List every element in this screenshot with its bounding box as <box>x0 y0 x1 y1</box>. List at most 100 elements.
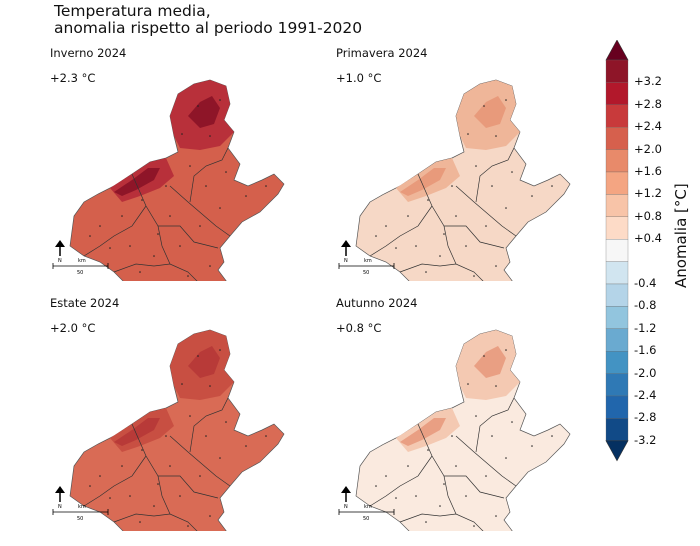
colorbar-title: Anomalia [°C] <box>672 183 690 288</box>
station-dot <box>189 415 191 417</box>
province-boundary <box>369 455 433 507</box>
panel-estate: Estate 2024 +2.0 °C <box>50 296 340 546</box>
province-boundary <box>189 397 229 453</box>
veneto-map <box>355 79 571 281</box>
station-dot <box>495 135 497 137</box>
colorbar-segment <box>605 194 629 217</box>
station-dot <box>415 495 417 497</box>
station-dot <box>495 265 497 267</box>
anomaly-zone <box>114 418 160 446</box>
scale-unit: km <box>364 504 372 510</box>
station-dot <box>427 449 429 451</box>
station-dot <box>165 435 167 437</box>
veneto-map <box>69 329 285 531</box>
station-dot <box>475 165 477 167</box>
colorbar-segment <box>605 306 629 329</box>
colorbar-tick-label: +2.0 <box>634 141 662 156</box>
station-dot <box>425 271 427 273</box>
station-dot <box>129 495 131 497</box>
scale-distance: 50 <box>363 270 369 276</box>
station-dot <box>505 457 507 459</box>
panel-autunno: Autunno 2024 +0.8 °C <box>336 296 626 546</box>
colorbar-tick-label: +3.2 <box>634 74 662 89</box>
colorbar-tick-label: -3.2 <box>634 432 657 447</box>
station-dot <box>551 185 553 187</box>
season-label: Inverno 2024 <box>50 46 127 60</box>
scale-unit: km <box>78 504 86 510</box>
province-boundary <box>83 455 147 507</box>
province-boundary <box>455 185 517 237</box>
colorbar-segment <box>605 149 629 173</box>
station-dot <box>219 349 221 351</box>
colorbar-tick-label: -2.8 <box>634 410 657 425</box>
anomaly-zone <box>188 96 220 128</box>
station-dot <box>121 215 123 217</box>
province-boundary <box>158 225 219 249</box>
veneto-map <box>355 329 571 531</box>
colorbar-segment <box>605 127 629 150</box>
station-dot <box>165 185 167 187</box>
station-dot <box>467 133 469 135</box>
station-dot <box>99 225 101 227</box>
station-dot <box>511 171 513 173</box>
station-dot <box>139 521 141 523</box>
season-label: Autunno 2024 <box>336 296 418 310</box>
station-dot <box>189 165 191 167</box>
station-dot <box>209 135 211 137</box>
station-dot <box>209 515 211 517</box>
station-dot <box>109 247 111 249</box>
station-dot <box>141 449 143 451</box>
station-dot <box>465 495 467 497</box>
colorbar-segment <box>605 373 629 397</box>
panel-primavera: Primavera 2024 +1.0 °C <box>336 46 626 296</box>
province-boundary <box>455 435 517 487</box>
anomaly-value: +0.8 °C <box>336 321 382 335</box>
station-dot <box>89 235 91 237</box>
station-dot <box>395 497 397 499</box>
station-dot <box>199 225 201 227</box>
station-dot <box>209 265 211 267</box>
colorbar-segment <box>605 418 629 441</box>
station-dot <box>99 475 101 477</box>
province-boundary <box>369 205 433 257</box>
colorbar-tick-label: -2.4 <box>634 388 657 402</box>
colorbar <box>605 40 629 462</box>
station-dot <box>407 215 409 217</box>
station-dot <box>495 515 497 517</box>
station-dot <box>505 207 507 209</box>
figure-title-line2: anomalia rispetto al periodo 1991-2020 <box>54 19 363 37</box>
panel-inverno: Inverno 2024 +2.3 °C <box>50 46 340 296</box>
station-dot <box>219 457 221 459</box>
station-dot <box>245 445 247 447</box>
station-dot <box>179 495 181 497</box>
colorbar-tick-label: +2.4 <box>634 119 662 134</box>
anomaly-value: +2.3 °C <box>50 71 96 85</box>
colorbar-tick-label: +0.4 <box>634 231 662 246</box>
station-dot <box>225 421 227 423</box>
station-dot <box>491 435 493 437</box>
colorbar-tick-label: -2.0 <box>634 365 657 380</box>
veneto-map <box>69 79 285 281</box>
station-dot <box>483 355 485 357</box>
station-dot <box>205 185 207 187</box>
station-dot <box>465 245 467 247</box>
anomaly-value: +1.0 °C <box>336 71 382 85</box>
station-dot <box>407 465 409 467</box>
station-dot <box>455 465 457 467</box>
province-boundary <box>169 435 231 487</box>
station-dot <box>157 483 159 485</box>
station-dot <box>483 105 485 107</box>
station-dot <box>153 255 155 257</box>
anomaly-value: +2.0 °C <box>50 321 96 335</box>
station-dot <box>473 525 475 527</box>
north-arrow-head <box>55 486 65 493</box>
station-dot <box>455 215 457 217</box>
station-dot <box>121 465 123 467</box>
station-dot <box>219 99 221 101</box>
colorbar-tick-label: +0.8 <box>634 208 662 223</box>
north-label: N <box>58 504 62 510</box>
anomaly-zone <box>474 96 506 128</box>
station-dot <box>225 171 227 173</box>
